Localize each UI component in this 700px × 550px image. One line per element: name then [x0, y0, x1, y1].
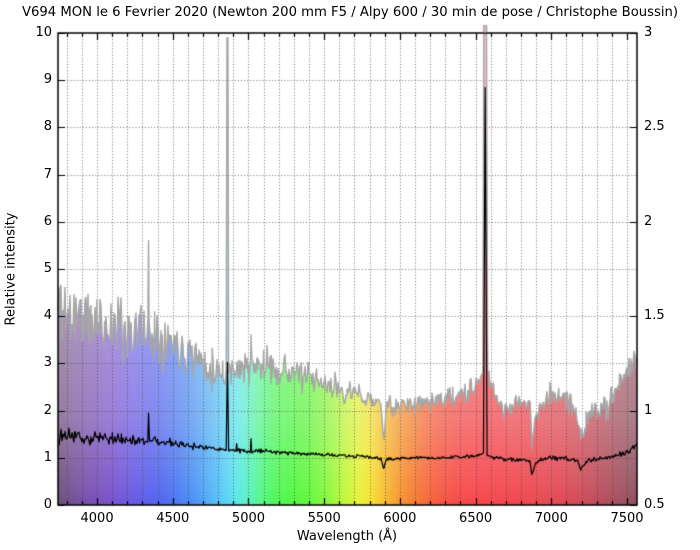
y-axis-label-left: Relative intensity — [3, 212, 19, 326]
x-tick-label: 6000 — [383, 511, 417, 526]
y-left-tick-label: 10 — [35, 25, 52, 40]
x-tick-label: 5000 — [231, 511, 266, 526]
y-right-tick-label: 0.5 — [644, 497, 665, 512]
y-left-tick-label: 9 — [43, 72, 52, 88]
y-left-tick-label: 4 — [43, 308, 52, 324]
chart-title: V694 MON le 6 Fevrier 2020 (Newton 200 m… — [22, 5, 679, 20]
x-tick-label: 4000 — [80, 511, 114, 526]
y-right-tick-label: 1 — [644, 402, 653, 418]
x-tick-label: 4500 — [156, 511, 190, 526]
y-right-tick-label: 1.5 — [644, 308, 665, 324]
y-left-tick-label: 6 — [43, 213, 52, 229]
x-tick-label: 5500 — [307, 511, 341, 526]
y-left-tick-label: 2 — [43, 402, 52, 418]
y-left-tick-label: 5 — [43, 261, 52, 276]
y-right-tick-label: 3 — [644, 25, 653, 40]
y-left-tick-label: 0 — [43, 497, 52, 512]
y-left-tick-label: 8 — [43, 119, 52, 135]
y-left-tick-label: 1 — [43, 449, 52, 465]
x-tick-label: 7500 — [610, 511, 644, 526]
y-right-tick-label: 2.5 — [644, 119, 665, 135]
x-axis-label: Wavelength (Å) — [296, 529, 398, 544]
y-left-tick-label: 3 — [43, 355, 52, 371]
y-right-tick-label: 2 — [644, 213, 653, 229]
x-tick-label: 7000 — [534, 511, 568, 526]
y-left-tick-label: 7 — [43, 166, 52, 182]
x-tick-label: 6500 — [459, 511, 493, 526]
